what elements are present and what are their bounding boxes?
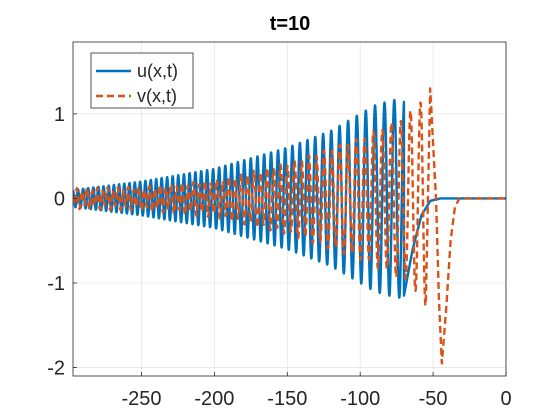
x-tick-label: -100 [340, 388, 380, 410]
legend-label-u: u(x,t) [137, 61, 178, 81]
legend-box [90, 52, 194, 109]
y-tick-label: 0 [54, 188, 65, 210]
x-tick-label: -200 [194, 388, 234, 410]
axes-box [72, 41, 507, 377]
y-tick-label: -1 [47, 273, 65, 295]
series-line-v [73, 87, 506, 365]
chart-title: t=10 [270, 13, 311, 35]
axis-ticks: -250 -200 -150 -100 -50 0 -2 -1 0 1 [47, 104, 511, 410]
x-tick-label: -250 [122, 388, 162, 410]
y-tick-label: -2 [47, 358, 65, 380]
series-layer [73, 87, 506, 365]
x-tick-label: -150 [267, 388, 307, 410]
x-tick-label: 0 [500, 388, 511, 410]
x-tick-label: -50 [419, 388, 448, 410]
y-tick-label: 1 [54, 104, 65, 126]
legend-label-v: v(x,t) [137, 86, 177, 106]
legend: u(x,t) v(x,t) [90, 52, 194, 109]
